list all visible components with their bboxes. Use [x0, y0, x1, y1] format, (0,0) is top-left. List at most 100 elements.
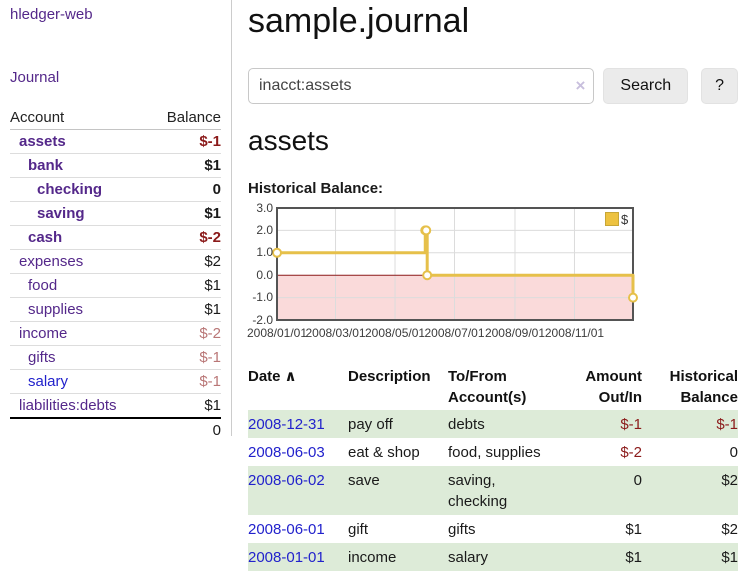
sidebar-account-link[interactable]: food [28, 277, 58, 294]
y-axis-tick-label: -1.0 [252, 290, 273, 305]
x-axis-tick-label: 2008/07/01 [424, 325, 485, 340]
transaction-balance: 0 [729, 443, 738, 461]
transaction-description: eat & shop [348, 443, 420, 461]
account-row: gifts $-1 [10, 345, 221, 370]
account-row: liabilities:debts $1 [10, 393, 221, 418]
search-input[interactable] [248, 67, 595, 104]
transaction-accounts: gifts [448, 520, 476, 538]
y-axis-tick-label: 0.0 [256, 267, 273, 282]
search-button[interactable]: Search [603, 67, 689, 104]
transaction-date-link[interactable]: 2008-01-01 [248, 548, 325, 566]
register-header-row: Date ∧ Description To/From Account(s) Amo… [248, 364, 738, 410]
transaction-description: gift [348, 520, 369, 538]
clear-search-icon[interactable]: × [575, 75, 586, 95]
sidebar-account-link[interactable]: checking [37, 181, 103, 198]
chart-title: Historical Balance: [248, 179, 384, 197]
y-axis-tick-label: 3.0 [256, 200, 273, 215]
account-balance: $1 [149, 393, 221, 418]
account-balance: $1 [149, 297, 221, 322]
historical-balance-chart: $ 3.0 2.0 1.0 0.0 -1.0 -2.0 2008/01/01 2008/03/… [247, 201, 738, 347]
y-axis-tick-label: -2.0 [252, 312, 273, 327]
transaction-accounts: salary [448, 548, 489, 566]
brand-link[interactable]: hledger-web [10, 6, 93, 23]
account-balance: $-2 [149, 225, 221, 250]
chart-canvas [272, 206, 638, 321]
register-header-balance: Historical Balance [669, 367, 738, 406]
transaction-amount: $1 [625, 548, 642, 566]
x-axis-tick-label: 2008/05/01 [364, 325, 426, 340]
chart-legend: $ [604, 211, 630, 227]
help-button[interactable]: ? [701, 67, 738, 104]
transaction-balance: $2 [721, 471, 738, 489]
y-axis-tick-label: 2.0 [256, 222, 273, 237]
transaction-amount: $1 [625, 520, 642, 538]
page-title: sample.journal [248, 2, 470, 40]
account-row: salary $-1 [10, 369, 221, 394]
sidebar-account-link[interactable]: bank [28, 157, 64, 174]
main-content: sample.journal × Search ? assets Histori… [247, 0, 738, 571]
x-axis-tick-label: 2008/09/01 [484, 325, 545, 340]
y-axis-tick-label: 1.0 [256, 245, 273, 260]
transaction-date-link[interactable]: 2008-06-01 [248, 520, 325, 538]
register-header-description: Description [348, 367, 431, 385]
transaction-balance: $2 [721, 520, 738, 538]
sidebar-account-link[interactable]: cash [28, 229, 63, 246]
sidebar-account-link[interactable]: gifts [28, 349, 56, 366]
account-balance: $-1 [149, 369, 221, 394]
account-row: food $1 [10, 273, 221, 298]
account-balance: 0 [149, 177, 221, 202]
account-balance: $-2 [149, 321, 221, 346]
account-balance: $2 [149, 249, 221, 274]
account-balance: $-1 [149, 129, 221, 154]
register-header-accounts: To/From Account(s) [448, 367, 527, 406]
register-row: 2008-06-03 eat & shop food, supplies $-2 0 [248, 438, 738, 466]
register-header-amount: Amount Out/In [585, 367, 642, 406]
accounts-total-value: 0 [149, 417, 221, 442]
account-row: cash $-2 [10, 225, 221, 250]
account-row: saving $1 [10, 201, 221, 226]
account-row: supplies $1 [10, 297, 221, 322]
register-row: 2008-01-01 income salary $1 $1 [248, 542, 738, 571]
register-row: 2008-12-31 pay off debts $-1 $-1 [248, 409, 738, 438]
transaction-date-link[interactable]: 2008-06-03 [248, 443, 325, 461]
transaction-amount: 0 [633, 471, 642, 489]
account-row: assets $-1 [10, 129, 221, 154]
transaction-date-link[interactable]: 2008-06-02 [248, 471, 325, 489]
account-balance: $1 [149, 273, 221, 298]
x-axis-tick-label: 2008/11/01 [544, 325, 605, 340]
search-box: × [248, 67, 595, 104]
register-row: 2008-06-01 gift gifts $1 $2 [248, 515, 738, 543]
sidebar-account-link[interactable]: saving [37, 205, 85, 222]
transaction-description: pay off [348, 415, 393, 433]
transaction-balance: $-1 [716, 415, 738, 433]
account-row: income $-2 [10, 321, 221, 346]
account-row: expenses $2 [10, 249, 221, 274]
transaction-accounts: debts [448, 415, 485, 433]
register-table: Date ∧ Description To/From Account(s) Amo… [248, 364, 738, 571]
register-row: 2008-06-02 save saving, checking 0 $2 [248, 465, 738, 515]
transaction-accounts: saving, checking [448, 471, 508, 510]
sidebar: hledger-web Journal Account Balance asse… [0, 0, 232, 442]
search-form: × Search ? [248, 67, 738, 104]
accounts-total-row: 0 [10, 417, 221, 442]
sidebar-account-link[interactable]: salary [28, 373, 69, 390]
transaction-date-link[interactable]: 2008-12-31 [248, 415, 325, 433]
sidebar-item-journal[interactable]: Journal [10, 69, 60, 86]
sidebar-account-link[interactable]: liabilities:debts [19, 397, 117, 414]
register-header-date[interactable]: Date ∧ [248, 364, 348, 410]
transaction-amount: $-2 [620, 443, 642, 461]
x-axis-tick-label: 2008/01/01 [246, 325, 308, 340]
sidebar-account-link[interactable]: supplies [28, 301, 84, 318]
transaction-balance: $1 [721, 548, 738, 566]
account-balance: $1 [149, 153, 221, 178]
transaction-description: income [348, 548, 397, 566]
sidebar-account-link[interactable]: income [19, 325, 68, 342]
spacer [10, 417, 150, 442]
date-header-label: Date [248, 367, 281, 385]
sidebar-account-link[interactable]: assets [19, 133, 66, 150]
legend-label: $ [621, 211, 629, 227]
sidebar-account-link[interactable]: expenses [19, 253, 84, 270]
accounts-table: Account Balance assets $-1 bank $1 checking 0… [10, 106, 221, 442]
legend-swatch-icon [605, 212, 619, 226]
